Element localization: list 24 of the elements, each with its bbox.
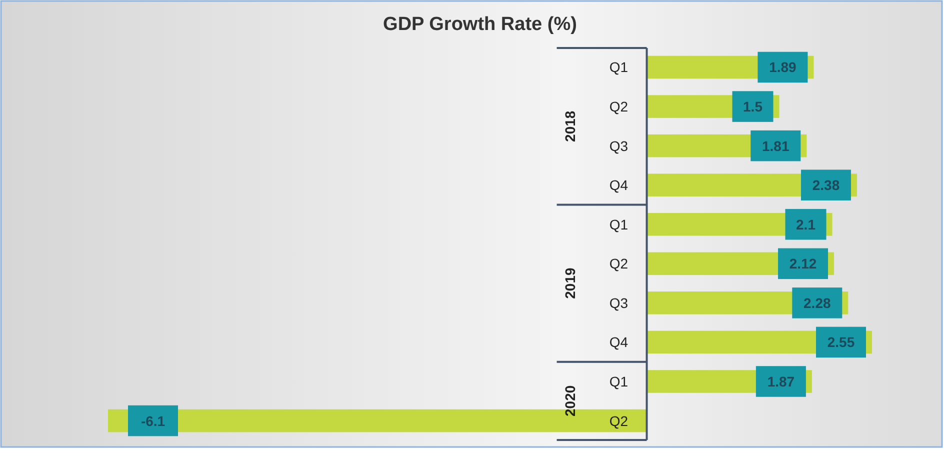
- y-tick-label: Q3: [609, 138, 628, 154]
- annotation: 2019: [562, 268, 578, 299]
- data-label: 1.87: [767, 373, 795, 390]
- annotation: 2018: [562, 110, 578, 142]
- data-label: 1.81: [762, 138, 790, 154]
- data-label: -6.1: [140, 412, 166, 429]
- annotation: 2020: [562, 385, 578, 416]
- data-label: 2.12: [789, 256, 817, 272]
- y-tick-label: Q2: [609, 98, 628, 115]
- y-tick-label: Q3: [609, 294, 628, 311]
- y-tick-label: Q4: [609, 177, 628, 194]
- data-label: 2.38: [812, 177, 840, 194]
- data-label: 2.1: [796, 216, 816, 232]
- y-tick-label: Q1: [609, 216, 628, 232]
- data-label: 1.89: [769, 59, 797, 76]
- y-tick-label: Q1: [609, 59, 628, 76]
- data-label: 2.28: [804, 294, 831, 311]
- chart-title: GDP Growth Rate (%): [383, 14, 577, 35]
- y-tick-label: Q1: [609, 373, 628, 390]
- data-label: 2.55: [827, 334, 855, 350]
- y-tick-label: Q4: [609, 334, 628, 350]
- y-tick-label: Q2: [609, 256, 628, 272]
- y-tick-label: Q2: [609, 412, 628, 429]
- data-label: 1.5: [743, 98, 763, 115]
